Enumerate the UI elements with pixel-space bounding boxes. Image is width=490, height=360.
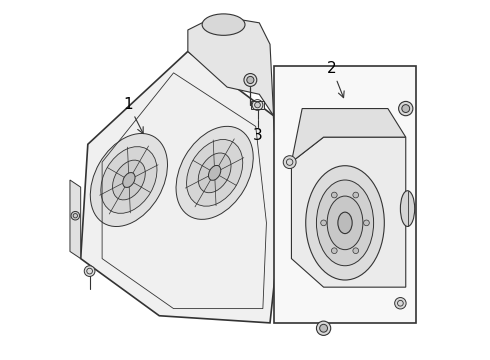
- Circle shape: [255, 102, 260, 108]
- Polygon shape: [251, 102, 264, 109]
- Polygon shape: [292, 137, 406, 287]
- FancyBboxPatch shape: [273, 66, 416, 323]
- Ellipse shape: [198, 153, 231, 193]
- Ellipse shape: [101, 147, 157, 213]
- Ellipse shape: [306, 166, 384, 280]
- Polygon shape: [188, 16, 273, 116]
- Circle shape: [283, 156, 296, 168]
- Circle shape: [364, 220, 369, 226]
- Ellipse shape: [400, 191, 415, 226]
- Polygon shape: [292, 109, 406, 162]
- Text: 3: 3: [253, 128, 263, 143]
- Text: 2: 2: [327, 61, 344, 98]
- Ellipse shape: [113, 160, 145, 200]
- Circle shape: [319, 324, 327, 332]
- Circle shape: [244, 73, 257, 86]
- Ellipse shape: [90, 134, 168, 226]
- Ellipse shape: [327, 196, 363, 249]
- Circle shape: [84, 266, 95, 276]
- Ellipse shape: [187, 139, 243, 206]
- Circle shape: [331, 248, 337, 253]
- Circle shape: [394, 297, 406, 309]
- Circle shape: [321, 220, 326, 226]
- Circle shape: [71, 211, 79, 220]
- Circle shape: [402, 105, 410, 112]
- Ellipse shape: [202, 14, 245, 35]
- Ellipse shape: [317, 180, 373, 266]
- Circle shape: [331, 192, 337, 198]
- Circle shape: [398, 102, 413, 116]
- Circle shape: [247, 76, 254, 84]
- Circle shape: [353, 248, 359, 253]
- Ellipse shape: [209, 165, 221, 180]
- Circle shape: [317, 321, 331, 336]
- Ellipse shape: [123, 172, 135, 188]
- Ellipse shape: [176, 126, 253, 219]
- Ellipse shape: [338, 212, 352, 234]
- Text: 1: 1: [123, 96, 143, 134]
- Circle shape: [353, 192, 359, 198]
- Polygon shape: [70, 180, 81, 258]
- Polygon shape: [81, 51, 281, 323]
